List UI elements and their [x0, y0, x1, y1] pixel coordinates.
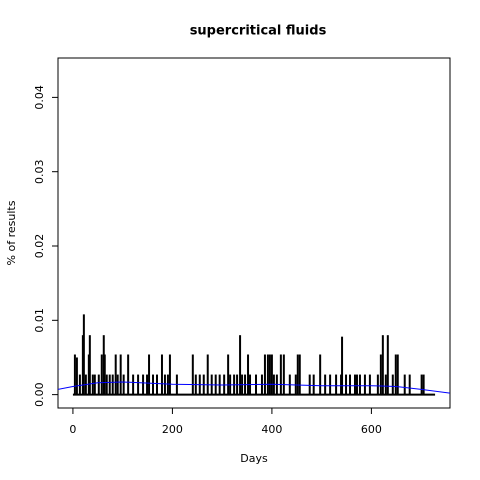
y-tick-label: 0.02 [33, 234, 46, 259]
y-tick-label: 0.04 [33, 85, 46, 110]
x-axis-label: Days [240, 452, 268, 465]
x-tick-label: 400 [261, 423, 282, 436]
plot-frame [57, 57, 451, 409]
y-axis-label: % of results [5, 200, 18, 265]
x-tick-label: 0 [69, 423, 76, 436]
y-tick-label: 0.00 [33, 382, 46, 407]
y-tick-label: 0.01 [33, 308, 46, 333]
y-tick-label: 0.03 [33, 159, 46, 184]
trend-line [58, 381, 450, 394]
x-tick-label: 600 [361, 423, 382, 436]
chart-title: supercritical fluids [190, 24, 327, 39]
x-tick-label: 200 [162, 423, 183, 436]
